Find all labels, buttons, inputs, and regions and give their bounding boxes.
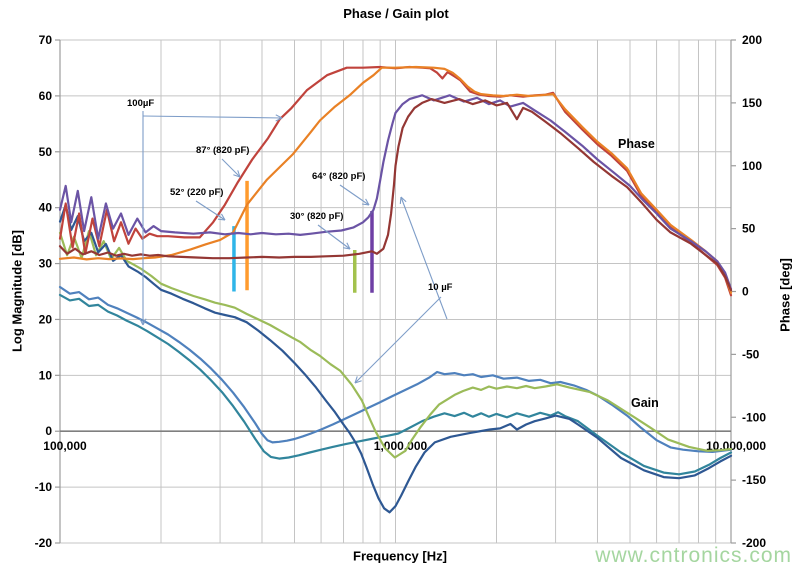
annotation-arrow <box>142 115 283 119</box>
left-tick-label: 10 <box>39 368 53 382</box>
chart-title: Phase / Gain plot <box>343 6 449 21</box>
left-tick-label: 50 <box>39 145 53 159</box>
left-tick-label: -20 <box>35 536 53 550</box>
curve-group-label: Gain <box>631 396 659 410</box>
annotation-arrowhead <box>217 218 226 221</box>
annotation-arrowhead <box>275 117 283 122</box>
watermark: www.cntronics.com <box>595 544 792 567</box>
annotation-label: 10 µF <box>428 282 453 293</box>
right-tick-label: -100 <box>742 410 766 424</box>
annotation-arrow <box>354 296 442 384</box>
right-tick-label: -50 <box>742 347 760 361</box>
left-tick-label: 70 <box>39 33 53 47</box>
annotation-arrowhead <box>365 198 370 206</box>
annotation-label: 87° (820 pF) <box>196 145 249 156</box>
annotation-label: 30° (820 pF) <box>290 211 343 222</box>
series-gain-10uF-green <box>58 230 733 459</box>
right-tick-label: 150 <box>742 96 762 110</box>
left-tick-label: 60 <box>39 89 53 103</box>
left-tick-label: 40 <box>39 201 53 215</box>
series-phase-10uF-purple <box>58 94 733 291</box>
annotation-arrowhead <box>139 318 144 326</box>
left-tick-label: 30 <box>39 257 53 271</box>
annotation-label: 100µF <box>127 98 154 109</box>
annotation-arrowhead <box>400 196 407 203</box>
right-tick-label: 100 <box>742 159 762 173</box>
annotation-arrowhead <box>399 196 402 205</box>
annotation-arrow <box>195 200 226 221</box>
annotation-arrow <box>339 184 370 206</box>
annotation-arrowhead <box>220 213 226 221</box>
series-phase-10uF-maroon <box>58 97 733 292</box>
left-tick-label: 0 <box>45 424 52 438</box>
annotation-arrowhead <box>354 376 358 384</box>
annotation-arrowhead <box>343 247 351 250</box>
x-tick-label: 100,000 <box>43 439 87 453</box>
right-tick-label: 200 <box>742 33 762 47</box>
right-tick-label: -150 <box>742 473 766 487</box>
annotation-arrowhead <box>346 242 351 250</box>
right-tick-label: -200 <box>742 536 766 550</box>
annotation-arrowhead <box>233 174 241 178</box>
series-gain-100uF-teal <box>58 293 733 476</box>
annotation-arrowhead <box>361 203 370 206</box>
annotation-arrowhead <box>142 318 147 326</box>
series-gain-10uF-navy <box>58 203 733 514</box>
annotation-arrowhead <box>275 114 283 119</box>
left-tick-label: -10 <box>35 480 53 494</box>
x-axis-title: Frequency [Hz] <box>353 548 447 564</box>
left-tick-label: 20 <box>39 312 53 326</box>
annotation-arrow <box>221 158 241 178</box>
right-tick-label: 0 <box>742 285 749 299</box>
annotation-label: 64° (820 pF) <box>312 171 365 182</box>
annotation-arrowhead <box>237 170 241 178</box>
annotation-arrow <box>317 224 351 250</box>
annotation-arrowhead <box>354 380 362 384</box>
annotation-label: 52° (220 pF) <box>170 187 223 198</box>
annotation-arrow <box>400 196 448 320</box>
right-tick-label: 50 <box>742 222 756 236</box>
curve-group-label: Phase <box>618 137 655 151</box>
